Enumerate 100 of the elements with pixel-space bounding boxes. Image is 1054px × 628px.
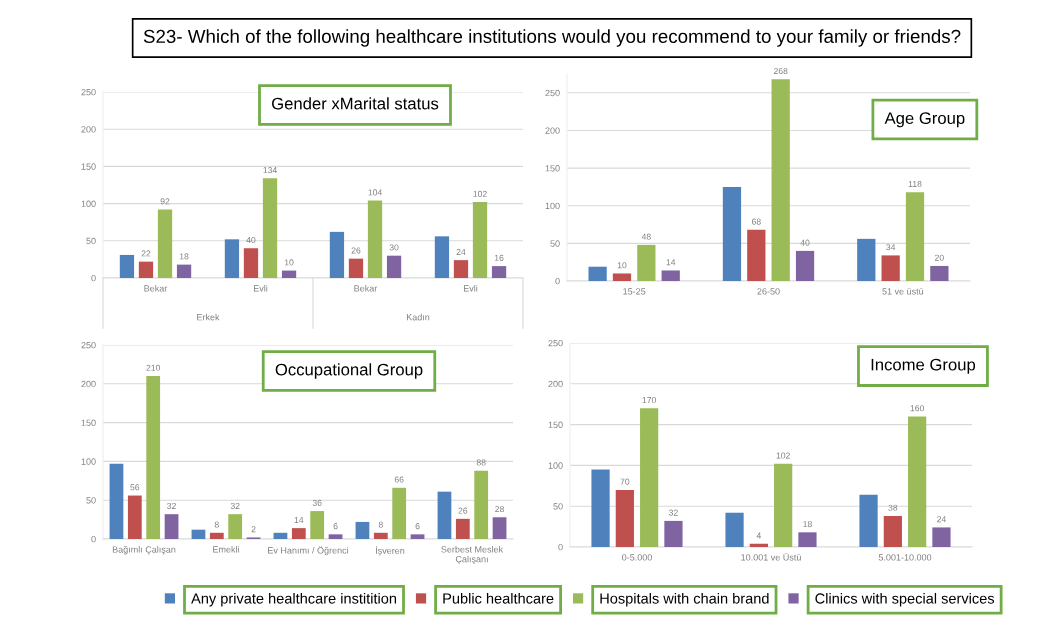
x-tick-label: 0-5.000 <box>622 554 652 561</box>
data-label: 210 <box>146 364 161 371</box>
data-label: 8 <box>214 521 219 528</box>
bar <box>883 515 902 547</box>
data-label: 24 <box>456 248 466 255</box>
data-label: 16 <box>494 254 504 261</box>
text: Income Group <box>871 358 976 374</box>
data-label: 32 <box>167 502 176 509</box>
bar <box>640 408 659 547</box>
data-label: 10 <box>617 262 627 269</box>
y-tick-label: 50 <box>86 237 96 245</box>
bar <box>749 543 768 547</box>
y-tick-label: 50 <box>550 240 560 247</box>
data-label: 6 <box>333 523 338 530</box>
data-label: 88 <box>476 459 486 466</box>
y-tick-label: 250 <box>81 88 96 96</box>
data-label: 10 <box>284 259 294 266</box>
bar <box>455 518 470 539</box>
data-label: 102 <box>776 452 790 459</box>
bar <box>328 534 343 539</box>
data-label: 48 <box>641 233 651 240</box>
y-tick-label: 250 <box>548 339 563 347</box>
y-tick-label: 200 <box>81 380 96 388</box>
bar <box>329 231 345 278</box>
bar <box>209 532 224 539</box>
bar <box>281 270 297 278</box>
bar <box>474 470 489 539</box>
data-label: 4 <box>756 532 761 539</box>
x-tick-label: 5.001-10.000 <box>878 554 932 561</box>
data-label: 14 <box>666 259 676 266</box>
bar <box>373 532 388 539</box>
y-tick-label: 0 <box>91 535 96 543</box>
data-label: 8 <box>378 521 383 528</box>
bar <box>664 520 683 547</box>
bar <box>722 186 742 281</box>
y-tick-label: 250 <box>81 341 96 349</box>
legend-label: Public healthcare <box>443 592 554 604</box>
bar <box>857 238 876 281</box>
text: Occupational Group <box>275 363 423 379</box>
x-tick-label: 26-50 <box>757 288 780 295</box>
legend-label: Hospitals with chain brand <box>600 592 769 607</box>
data-label: 32 <box>230 502 240 509</box>
data-label: 34 <box>886 244 896 251</box>
text: Age Group <box>884 112 965 128</box>
data-label: 160 <box>910 405 924 412</box>
bar <box>386 255 402 278</box>
y-tick-label: 0 <box>555 277 560 285</box>
x-tick-label: Bağımlı Çalışan <box>112 545 176 555</box>
data-label: 6 <box>415 523 420 530</box>
bar <box>146 376 161 539</box>
x-tick-label: Evli <box>463 284 478 292</box>
bar <box>437 491 452 539</box>
data-label: 40 <box>800 239 810 246</box>
x-tick-label: Bekar <box>144 284 168 292</box>
bar <box>932 527 951 547</box>
bar <box>747 229 766 281</box>
bar <box>262 178 278 278</box>
data-label: 14 <box>294 516 304 523</box>
x-tick-label: Evli <box>253 284 268 292</box>
legend-label: Clinics with special services <box>815 592 995 607</box>
bar <box>591 469 610 547</box>
data-label: 104 <box>368 189 382 196</box>
data-label: 118 <box>908 180 922 187</box>
data-label: 36 <box>312 499 322 506</box>
bar <box>228 514 243 539</box>
data-label: 32 <box>668 509 678 516</box>
x-tick-label: Bekar <box>354 284 378 292</box>
data-label: 30 <box>389 244 399 251</box>
data-label: 268 <box>773 68 788 75</box>
x-tick-label: 10.001 ve Üstü <box>741 552 801 561</box>
bar <box>127 495 142 539</box>
bar <box>109 463 124 539</box>
bar <box>224 239 240 278</box>
y-tick-label: 0 <box>91 274 96 282</box>
bar <box>273 532 288 539</box>
bar <box>410 534 425 539</box>
bar <box>798 532 817 547</box>
y-tick-label: 50 <box>86 497 96 504</box>
x-tick-label: 15-25 <box>623 288 646 295</box>
bar <box>774 463 793 547</box>
x-tick-label: İşveren <box>376 545 405 556</box>
data-label: 70 <box>620 478 630 485</box>
bar <box>771 79 790 281</box>
data-label: 134 <box>263 167 277 174</box>
y-tick-label: 150 <box>81 163 96 170</box>
data-label: 66 <box>394 476 404 483</box>
text: Kadın <box>406 313 430 321</box>
text: Erkek <box>197 313 220 321</box>
bar <box>908 416 927 547</box>
bar <box>119 254 135 278</box>
data-label: 56 <box>130 484 140 491</box>
data-label: 28 <box>495 506 504 513</box>
bar <box>291 528 306 539</box>
bar <box>348 258 364 278</box>
data-label: 18 <box>803 521 812 528</box>
y-tick-label: 200 <box>548 380 563 388</box>
x-tick-label: Emekli <box>213 545 239 553</box>
bar <box>157 209 173 278</box>
bar <box>355 521 370 539</box>
bar <box>472 202 488 278</box>
